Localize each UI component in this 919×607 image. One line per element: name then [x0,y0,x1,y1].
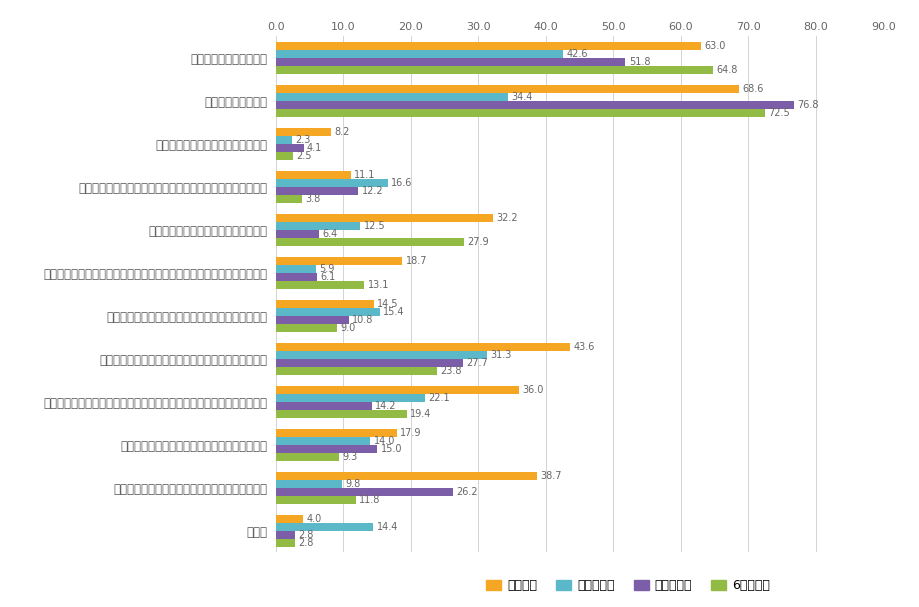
Text: 63.0: 63.0 [704,41,725,51]
Bar [276,187,357,195]
Text: 2.3: 2.3 [295,135,310,145]
Text: 11.8: 11.8 [358,495,380,504]
Text: 11.1: 11.1 [354,170,375,180]
Bar [276,359,462,367]
Bar [276,300,373,308]
Bar [276,222,360,230]
Text: 17.9: 17.9 [400,428,421,438]
Bar [276,410,406,418]
Bar [276,496,356,504]
Bar [276,101,793,109]
Text: 76.8: 76.8 [797,100,818,110]
Bar [276,238,464,246]
Bar [276,93,507,101]
Bar [276,324,336,331]
Text: 4.0: 4.0 [306,514,322,524]
Text: 6.4: 6.4 [323,229,337,239]
Bar [276,472,537,480]
Bar [276,50,562,58]
Text: 19.4: 19.4 [410,409,431,419]
Bar [276,214,493,222]
Bar [276,445,377,453]
Text: 10.8: 10.8 [352,315,373,325]
Bar [276,230,319,238]
Bar [276,394,425,402]
Bar [276,386,518,394]
Bar [276,265,315,273]
Bar [276,144,303,152]
Text: 68.6: 68.6 [742,84,763,94]
Text: 14.5: 14.5 [377,299,398,309]
Bar [276,316,348,324]
Bar [276,367,437,375]
Text: 43.6: 43.6 [573,342,595,352]
Text: 23.8: 23.8 [439,365,461,376]
Bar [276,429,396,437]
Bar [276,351,487,359]
Bar [276,531,295,538]
Text: 32.2: 32.2 [496,213,517,223]
Text: 14.0: 14.0 [373,436,395,446]
Text: 14.4: 14.4 [376,522,398,532]
Bar [276,488,452,496]
Text: 13.1: 13.1 [368,280,389,290]
Text: 18.7: 18.7 [405,256,426,266]
Bar [276,152,292,160]
Text: 42.6: 42.6 [566,49,587,59]
Text: 9.8: 9.8 [346,479,360,489]
Bar [276,58,625,66]
Bar [276,453,338,461]
Bar [276,515,302,523]
Bar [276,480,342,488]
Bar [276,402,371,410]
Text: 27.7: 27.7 [466,358,487,368]
Text: 36.0: 36.0 [522,385,543,395]
Bar [276,523,373,531]
Text: 6.1: 6.1 [320,272,335,282]
Bar [276,171,350,179]
Text: 34.4: 34.4 [511,92,532,102]
Bar [276,437,370,445]
Text: 9.0: 9.0 [340,322,355,333]
Bar [276,308,380,316]
Text: 38.7: 38.7 [539,471,562,481]
Bar [276,273,317,280]
Text: 16.6: 16.6 [391,178,413,188]
Bar [276,538,295,546]
Bar [276,85,738,93]
Bar [276,257,402,265]
Bar [276,128,331,136]
Text: 14.2: 14.2 [375,401,396,411]
Bar [276,109,765,117]
Text: 31.3: 31.3 [490,350,511,360]
Bar [276,343,570,351]
Bar [276,195,301,203]
Bar [276,136,291,144]
Text: 22.1: 22.1 [428,393,449,403]
Text: 51.8: 51.8 [629,57,650,67]
Text: 4.1: 4.1 [307,143,322,153]
Text: 12.2: 12.2 [361,186,383,196]
Bar [276,42,700,50]
Text: 9.3: 9.3 [342,452,357,461]
Text: 5.9: 5.9 [319,264,335,274]
Legend: 課程学生, 社会人学生, 外国人学生, 6年制学生: 課程学生, 社会人学生, 外国人学生, 6年制学生 [481,574,775,597]
Text: 2.8: 2.8 [298,538,313,548]
Text: 27.9: 27.9 [467,237,489,246]
Text: 2.5: 2.5 [296,151,312,161]
Text: 64.8: 64.8 [716,64,737,75]
Bar [276,66,712,73]
Bar [276,179,388,187]
Bar [276,280,364,288]
Text: 15.0: 15.0 [380,444,402,454]
Text: 15.4: 15.4 [383,307,404,317]
Text: 12.5: 12.5 [363,221,385,231]
Text: 8.2: 8.2 [335,127,350,137]
Text: 72.5: 72.5 [767,107,789,118]
Text: 26.2: 26.2 [456,487,477,497]
Text: 3.8: 3.8 [305,194,320,203]
Text: 2.8: 2.8 [298,530,313,540]
